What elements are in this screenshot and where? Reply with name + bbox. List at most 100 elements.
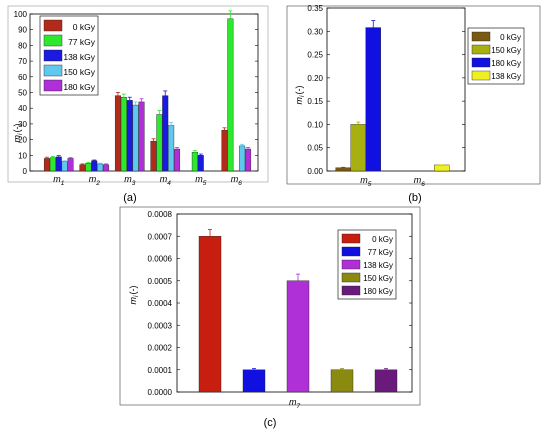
legend-label: 180 kGy — [363, 287, 393, 296]
legend-swatch — [341, 246, 361, 257]
y-axis-label-base: m — [12, 134, 22, 142]
legend-label: 138 kGy — [63, 52, 95, 62]
bar-a-138kgy-m5 — [197, 155, 204, 172]
legend-swatch — [471, 57, 491, 68]
x-category-label: m6 — [414, 175, 426, 188]
legend-label: 150 kGy — [63, 67, 95, 77]
legend-swatch — [43, 79, 63, 92]
legend-swatch — [43, 34, 63, 47]
y-tick-label: 0.0006 — [148, 255, 173, 264]
y-axis-label-sub: i — [299, 95, 306, 97]
bar-a-77kgy-m1 — [49, 157, 56, 172]
y-axis-label: mi(-) — [128, 286, 140, 305]
bar-a-77kgy-m3 — [120, 97, 127, 172]
bar-a-77kgy-m5 — [191, 151, 198, 172]
bar-a-77kgy-m6 — [227, 18, 234, 172]
bar-a-138kgy-m2 — [91, 160, 98, 172]
legend-swatch — [43, 64, 63, 77]
y-tick-label: 20 — [18, 136, 27, 145]
bar-a-0kgy-m4 — [150, 140, 157, 172]
y-tick-label: 0.20 — [307, 74, 323, 83]
x-category-label-sub: 1 — [61, 180, 65, 187]
y-tick-label: 70 — [18, 57, 27, 66]
bar-a-0kgy-m1 — [43, 158, 50, 172]
y-tick-label: 90 — [18, 26, 27, 35]
y-tick-label: 60 — [18, 73, 27, 82]
legend-swatch — [341, 285, 361, 296]
x-category-label-sub: 6 — [421, 181, 425, 188]
y-tick-label: 0 — [23, 167, 28, 176]
x-category-label: m4 — [160, 174, 172, 187]
y-tick-label: 0.0004 — [148, 299, 173, 308]
x-category-label-base: m — [231, 174, 239, 184]
panel-a-frame — [7, 5, 269, 183]
bar-b-150kgy-m5 — [350, 124, 366, 172]
bar-a-180kgy-m2 — [103, 164, 110, 172]
legend-label: 150 kGy — [491, 46, 521, 55]
legend-swatch — [471, 44, 491, 55]
x-category-label-sub: 3 — [132, 180, 136, 187]
bar-a-150kgy-m2 — [97, 163, 104, 172]
x-category-label-sub: 5 — [203, 180, 207, 187]
bar-a-180kgy-m4 — [174, 148, 181, 172]
legend-label: 0 kGy — [500, 33, 521, 42]
y-tick-label: 0.0003 — [148, 321, 173, 330]
bar-a-150kgy-m4 — [168, 125, 175, 172]
x-category-label: m6 — [231, 174, 243, 187]
y-tick-label: 0.0001 — [148, 366, 173, 375]
x-category-label: m3 — [124, 174, 136, 187]
bar-a-77kgy-m2 — [85, 162, 92, 172]
legend-label: 150 kGy — [363, 274, 393, 283]
y-axis-label-sub: i — [133, 295, 140, 297]
y-tick-label: 40 — [18, 104, 27, 113]
panel-c-frame — [119, 206, 421, 406]
legend-label: 138 kGy — [363, 261, 393, 270]
bar-b-138kgy-m6 — [434, 164, 450, 172]
y-tick-label: 0.10 — [307, 120, 323, 129]
bar-b-0kgy-m5 — [335, 167, 351, 172]
x-category-label-base: m — [160, 174, 168, 184]
legend-swatch — [341, 259, 361, 270]
y-axis-label-unit: (-) — [294, 86, 304, 95]
x-category-label-base: m — [89, 174, 97, 184]
y-axis-label-sub: i — [17, 133, 24, 135]
y-tick-label: 0.0007 — [148, 232, 173, 241]
bar-a-180kgy-m3 — [138, 101, 145, 172]
bar-a-180kgy-m1 — [67, 158, 74, 172]
x-category-label-base: m — [414, 175, 422, 185]
x-category-label-sub: 2 — [95, 180, 100, 187]
y-tick-label: 100 — [14, 10, 28, 19]
x-category-label-sub: 7 — [296, 403, 300, 410]
legend-label: 77 kGy — [68, 37, 96, 47]
y-tick-label: 0.25 — [307, 51, 323, 60]
y-tick-label: 0.0000 — [148, 388, 173, 397]
legend-swatch — [341, 272, 361, 283]
legend-label: 0 kGy — [73, 22, 96, 32]
legend-swatch — [43, 19, 63, 32]
bar-a-150kgy-m1 — [61, 161, 68, 172]
x-category-label: m7 — [289, 397, 301, 410]
bar-a-150kgy-m3 — [132, 104, 139, 172]
panel-label: (b) — [408, 192, 421, 204]
legend-swatch — [471, 31, 491, 42]
plot-area — [326, 7, 466, 172]
bar-a-0kgy-m6 — [221, 129, 228, 172]
y-tick-label: 0.0008 — [148, 210, 173, 219]
x-category-label-sub: 4 — [167, 180, 171, 187]
bar-c-150kgy-m7 — [330, 369, 354, 393]
legend-label: 0 kGy — [372, 235, 393, 244]
bar-a-0kgy-m2 — [79, 164, 86, 172]
panel-c-chart: 0.0000 0.0001 0.0002 0.0003 0.0004 0.0005 0.00… — [119, 206, 421, 429]
bar-a-0kgy-m3 — [114, 95, 121, 172]
y-tick-label: 0.0005 — [148, 277, 173, 286]
y-tick-label: 0.15 — [307, 97, 323, 106]
x-category-label-base: m — [195, 174, 203, 184]
bar-c-77kgy-m7 — [242, 369, 266, 393]
bar-a-180kgy-m6 — [245, 148, 252, 172]
bar-a-138kgy-m3 — [126, 100, 133, 172]
legend-swatch — [43, 49, 63, 62]
y-tick-label: 0.35 — [307, 4, 323, 13]
y-axis-label: mi(-) — [12, 124, 24, 143]
